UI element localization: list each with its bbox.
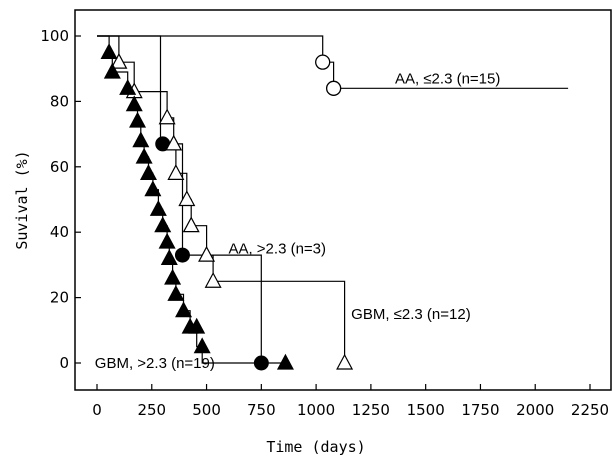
marker-filled-triangle	[164, 268, 182, 285]
x-tick-label: 500	[192, 401, 221, 419]
marker-open-triangle	[158, 108, 176, 125]
marker-open-triangle	[204, 271, 222, 288]
x-tick-label: 2000	[516, 401, 554, 419]
marker-filled-triangle	[139, 164, 157, 180]
x-tick-label: 1250	[352, 401, 390, 419]
marker-filled-circle	[174, 247, 190, 263]
marker-open-circle	[325, 80, 342, 96]
x-tick-label: 0	[92, 401, 102, 419]
marker-filled-triangle	[193, 337, 211, 354]
marker-filled-triangle	[167, 285, 185, 301]
marker-filled-triangle	[144, 180, 162, 197]
marker-filled-triangle	[100, 43, 118, 59]
marker-filled-triangle	[175, 301, 193, 318]
marker-filled-triangle	[129, 111, 147, 128]
marker-open-triangle	[167, 164, 185, 180]
series-label: GBM, >2.3 (n=19)	[95, 355, 215, 372]
marker-open-triangle	[110, 52, 128, 69]
y-tick-label: 100	[40, 27, 69, 45]
x-tick-label: 250	[137, 401, 166, 419]
marker-filled-triangle	[135, 147, 153, 164]
series-label: GBM, ≤2.3 (n=12)	[351, 306, 471, 323]
marker-filled-triangle	[149, 200, 167, 216]
marker-open-triangle	[165, 134, 183, 151]
x-axis: 0 250 500 750 1000 1250 1500 1750 2000 2250	[92, 384, 609, 419]
event-markers	[100, 43, 354, 371]
series-labels: AA, ≤2.3 (n=15) AA, >2.3 (n=3) GBM, ≤2.3 (…	[95, 71, 501, 372]
x-tick-label: 1500	[407, 401, 445, 419]
series-line-2	[97, 35, 262, 363]
x-axis-label: Time (days)	[266, 438, 365, 456]
y-tick-label: 60	[50, 158, 69, 176]
y-axis: 0 20 40 60 80 100	[40, 27, 81, 372]
marker-filled-circle	[253, 355, 269, 371]
marker-filled-triangle	[119, 79, 137, 95]
marker-filled-triangle	[160, 249, 178, 265]
marker-filled-triangle	[125, 95, 143, 112]
x-tick-label: 750	[247, 401, 276, 419]
y-tick-label: 20	[50, 289, 69, 307]
marker-filled-triangle	[103, 62, 121, 79]
marker-open-triangle	[198, 245, 216, 262]
marker-filled-triangle	[276, 353, 294, 370]
y-tick-label: 0	[59, 354, 69, 372]
marker-filled-triangle	[158, 232, 176, 249]
marker-open-circle	[315, 54, 331, 70]
y-axis-label: Suvival (%)	[13, 150, 31, 249]
x-tick-label: 2250	[571, 401, 609, 419]
x-tick-label: 1750	[461, 401, 499, 419]
y-tick-label: 80	[50, 92, 69, 110]
marker-open-triangle	[182, 216, 200, 233]
marker-filled-triangle	[132, 131, 150, 148]
plot-frame	[74, 9, 612, 391]
marker-open-triangle	[336, 353, 354, 370]
marker-filled-triangle	[188, 317, 206, 334]
marker-open-triangle	[178, 190, 196, 207]
y-tick-label: 40	[50, 223, 69, 241]
marker-filled-triangle	[154, 216, 172, 233]
x-tick-label: 1000	[297, 401, 335, 419]
series-label: AA, ≤2.3 (n=15)	[395, 71, 500, 88]
series-label: AA, >2.3 (n=3)	[228, 241, 326, 258]
